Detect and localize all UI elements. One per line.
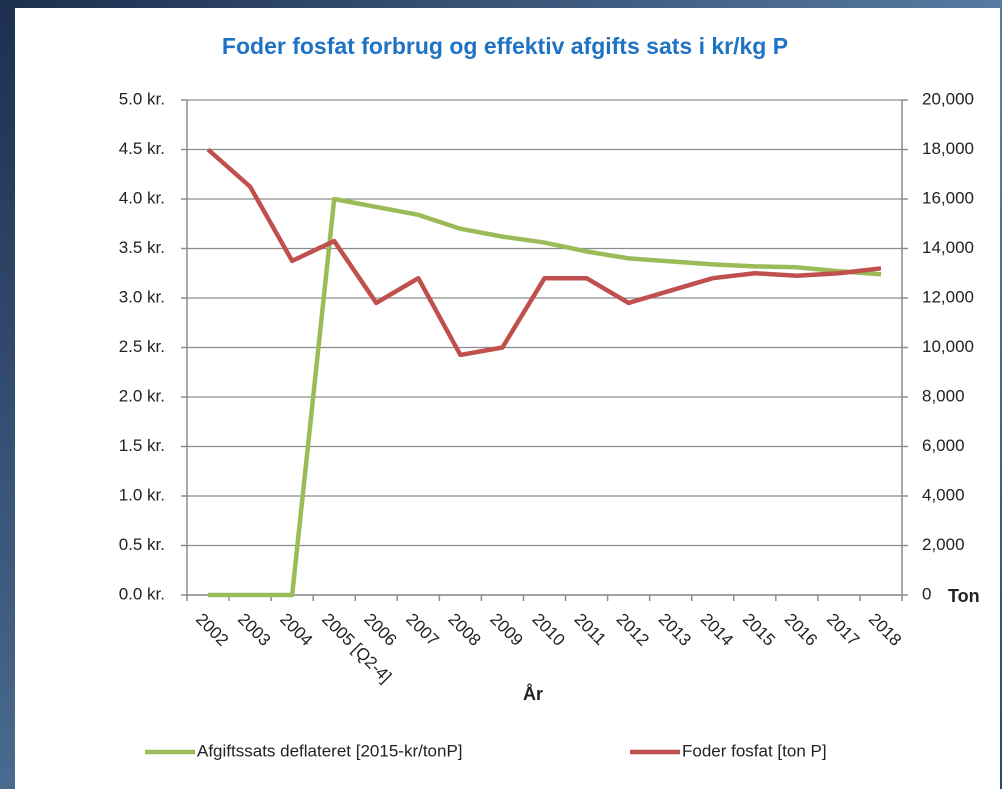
data-line — [208, 196, 882, 598]
y2-axis-label: Ton — [948, 586, 980, 606]
y-tick-label: 0.0 kr. — [119, 584, 165, 603]
chart-background — [15, 8, 1000, 789]
y2-tick-label: 18,000 — [922, 139, 974, 158]
y2-tick-label: 16,000 — [922, 188, 974, 207]
y2-tick-label: 10,000 — [922, 337, 974, 356]
y2-tick-label: 20,000 — [922, 89, 974, 108]
y2-tick-label: 4,000 — [922, 485, 965, 504]
y-tick-label: 0.5 kr. — [119, 535, 165, 554]
y2-tick-label: 6,000 — [922, 436, 965, 455]
y2-tick-label: 2,000 — [922, 535, 965, 554]
y-tick-label: 3.5 kr. — [119, 238, 165, 257]
y-tick-label: 2.0 kr. — [119, 386, 165, 405]
chart-title: Foder fosfat forbrug og effektiv afgifts… — [222, 33, 788, 59]
data-line — [206, 147, 882, 358]
x-axis-label: År — [523, 684, 543, 704]
y2-tick-label: 8,000 — [922, 386, 965, 405]
y2-tick-label: 14,000 — [922, 238, 974, 257]
legend-label: Foder fosfat [ton P] — [682, 741, 827, 760]
y-tick-label: 2.5 kr. — [119, 337, 165, 356]
legend-label: Afgiftssats deflateret [2015-kr/tonP] — [197, 741, 463, 760]
y-tick-label: 4.5 kr. — [119, 139, 165, 158]
y-tick-label: 1.0 kr. — [119, 485, 165, 504]
y-tick-label: 4.0 kr. — [119, 188, 165, 207]
y-tick-label: 1.5 kr. — [119, 436, 165, 455]
y-tick-label: 3.0 kr. — [119, 287, 165, 306]
y2-tick-label: 0 — [922, 584, 931, 603]
y-tick-label: 5.0 kr. — [119, 89, 165, 108]
y2-tick-label: 12,000 — [922, 287, 974, 306]
